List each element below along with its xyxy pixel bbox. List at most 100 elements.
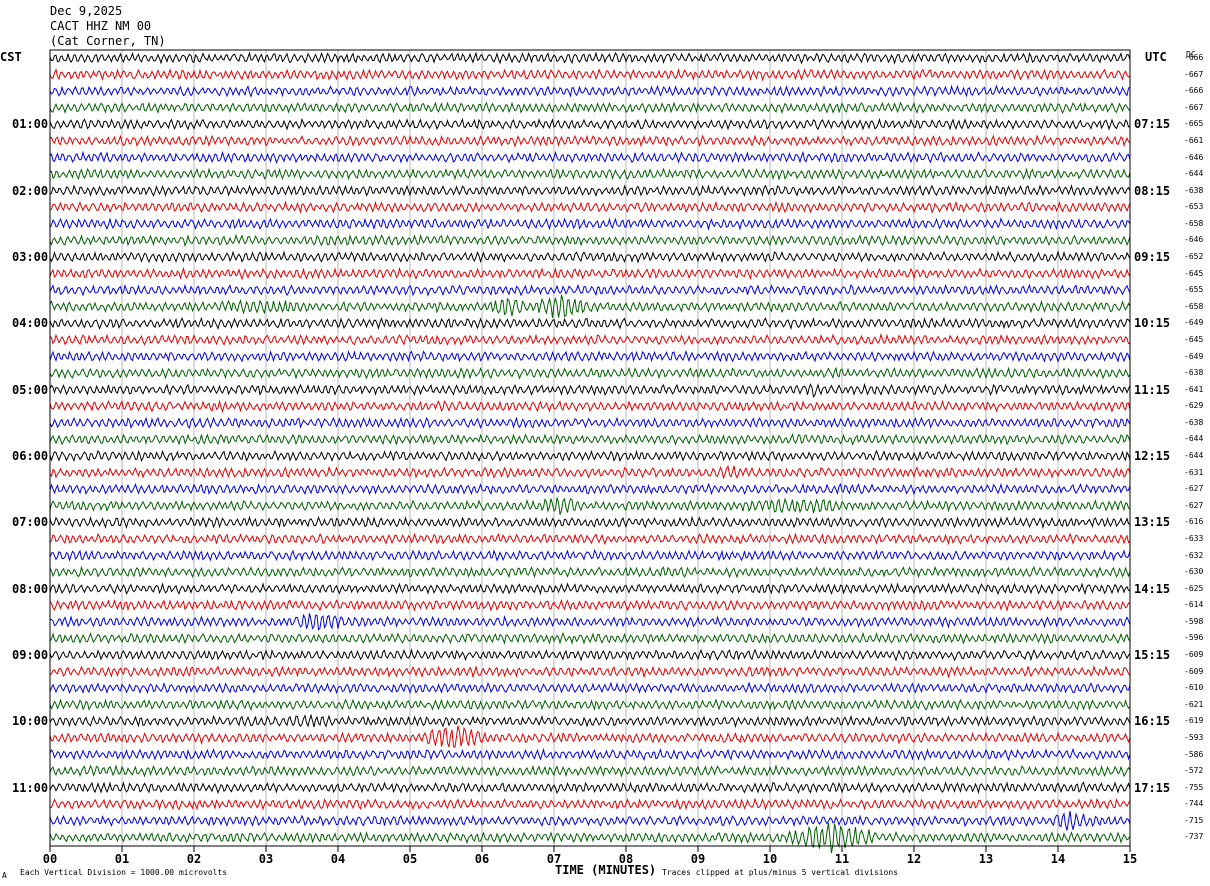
trace-row-15: [49, 294, 1131, 319]
dc-offset-value: -667: [1184, 102, 1204, 112]
dc-offset-value: -632: [1184, 550, 1204, 560]
vertical-division-note: Each Vertical Division = 1000.00 microvo…: [20, 868, 228, 877]
x-tick-label: 01: [115, 852, 129, 866]
trace-row-30: [49, 549, 1131, 562]
left-hour-label: 03:00: [12, 250, 49, 264]
right-hour-label: 14:15: [1134, 581, 1171, 596]
dc-offset-value: -715: [1184, 815, 1204, 825]
left-hour-label: 09:00: [12, 648, 49, 662]
trace-row-26: [49, 482, 1131, 496]
dc-offset-value: -645: [1184, 268, 1204, 278]
dc-offset-value: -593: [1184, 732, 1204, 742]
trace-row-28: [49, 515, 1131, 530]
trace-row-23: [49, 432, 1131, 446]
trace-row-14: [49, 283, 1131, 297]
dc-offset-value: -667: [1184, 69, 1204, 79]
dc-offset-value: -652: [1184, 252, 1204, 261]
x-tick-label: 07: [547, 852, 561, 866]
dc-offset-value: -629: [1184, 401, 1204, 411]
left-timezone-label: CST: [0, 50, 22, 64]
x-tick-label: 08: [619, 852, 633, 866]
dc-offset-value: -658: [1184, 301, 1204, 311]
trace-row-17: [49, 332, 1131, 347]
trace-row-43: [49, 764, 1131, 778]
left-hour-label: 04:00: [12, 316, 49, 331]
dc-offset-value: -641: [1184, 384, 1204, 394]
x-tick-label: 11: [835, 852, 849, 866]
seismic-traces: [49, 51, 1131, 854]
trace-row-41: [49, 725, 1131, 749]
trace-row-29: [49, 532, 1131, 546]
dc-offset-value: -644: [1184, 434, 1204, 444]
trace-row-21: [49, 399, 1131, 414]
x-tick-label: 14: [1051, 852, 1065, 866]
trace-row-44: [49, 781, 1131, 795]
trace-row-7: [49, 167, 1131, 181]
dc-offset-value: -649: [1184, 351, 1204, 361]
x-tick-label: 12: [907, 852, 921, 866]
x-tick-label: 04: [331, 852, 345, 866]
trace-row-22: [49, 416, 1131, 430]
dc-offset-value: -630: [1184, 567, 1204, 577]
trace-row-38: [49, 681, 1131, 695]
dc-offset-value: -646: [1184, 235, 1204, 245]
dc-offset-value: -572: [1184, 766, 1204, 776]
trace-row-32: [49, 582, 1131, 596]
left-hour-label: 08:00: [12, 581, 49, 596]
x-tick-label: 13: [979, 852, 993, 866]
dc-offset-value: -644: [1184, 169, 1204, 179]
trace-row-2: [49, 84, 1131, 98]
x-axis-ticks: 00 01 02 03 04 05 06 07 08 09 10 11 12 13 14 15: [43, 846, 1137, 866]
left-hour-label: 05:00: [12, 382, 49, 397]
dc-offset-value: -661: [1184, 135, 1204, 145]
dc-offset-value: -653: [1184, 202, 1204, 212]
left-hour-label: 02:00: [12, 183, 49, 198]
clipping-note: Traces clipped at plus/minus 5 vertical …: [662, 868, 899, 877]
trace-row-4: [49, 117, 1131, 131]
trace-row-37: [49, 664, 1131, 679]
trace-row-19: [49, 366, 1131, 380]
left-hour-label: 10:00: [12, 714, 49, 729]
minute-gridlines: [49, 50, 1131, 846]
dc-offset-value: -631: [1184, 467, 1204, 477]
trace-row-35: [49, 631, 1131, 645]
dc-offset-value: -658: [1184, 218, 1204, 228]
trace-row-9: [49, 200, 1131, 215]
dc-offset-heading: DC: [1186, 50, 1196, 59]
trace-row-16: [49, 316, 1131, 331]
left-hour-label: 01:00: [12, 117, 49, 132]
right-hour-label: 15:15: [1134, 648, 1171, 662]
trace-row-10: [49, 217, 1131, 231]
dc-offset-value: -737: [1184, 832, 1204, 842]
dc-offset-value: -666: [1184, 86, 1204, 96]
trace-row-33: [49, 598, 1131, 613]
right-hour-label: 09:15: [1134, 250, 1171, 264]
trace-row-36: [49, 648, 1131, 662]
dc-offset-value: -644: [1184, 451, 1204, 460]
dc-offset-value: -655: [1184, 285, 1204, 295]
trace-row-1: [49, 68, 1131, 82]
dc-offset-value: -665: [1184, 119, 1204, 129]
trace-row-40: [49, 713, 1131, 729]
right-timezone-label: UTC: [1145, 50, 1167, 64]
dc-offset-value: -666: [1184, 53, 1204, 62]
trace-row-39: [49, 698, 1131, 712]
trace-row-20: [49, 382, 1131, 399]
dc-offset-value: -744: [1184, 799, 1204, 809]
dc-offset-value: -609: [1184, 650, 1204, 659]
trace-row-42: [49, 747, 1131, 762]
dc-offset-value: -755: [1184, 782, 1204, 792]
dc-offset-value: -596: [1184, 633, 1204, 643]
right-hour-label: 16:15: [1134, 714, 1171, 729]
dc-offset-value: -598: [1184, 616, 1204, 626]
date-label: Dec 9,2025: [50, 4, 123, 18]
dc-offset-value: -625: [1184, 583, 1204, 593]
station-label: CACT HHZ NM 00: [50, 19, 152, 33]
right-hour-label: 10:15: [1134, 316, 1171, 331]
dc-offset-value: -645: [1184, 334, 1204, 344]
x-axis-title: TIME (MINUTES): [555, 863, 657, 877]
right-hour-label: 12:15: [1134, 449, 1171, 463]
trace-row-31: [49, 565, 1131, 579]
trace-row-47: [49, 822, 1131, 854]
